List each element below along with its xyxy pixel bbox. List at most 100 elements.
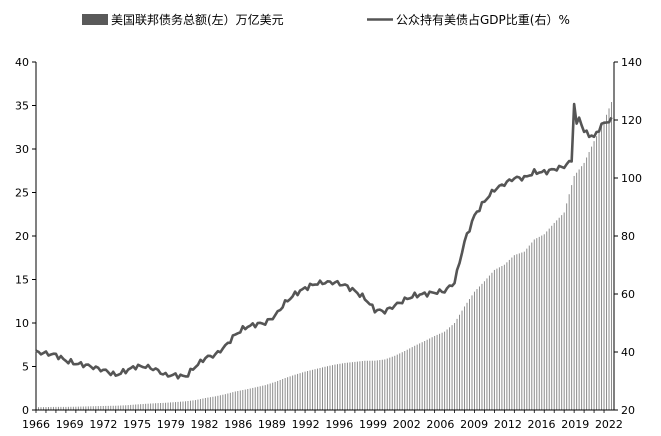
x-tick-label: 1966: [22, 418, 50, 431]
debt-bar: [207, 397, 209, 410]
debt-bar: [561, 215, 563, 410]
debt-bar: [511, 257, 513, 410]
debt-bar: [399, 353, 401, 410]
debt-bar: [317, 368, 319, 410]
y-left-tick-label: 20: [15, 230, 29, 243]
debt-bar: [254, 387, 256, 410]
x-tick-label: 1996: [325, 418, 353, 431]
debt-bar: [189, 400, 191, 410]
debt-bar: [506, 262, 508, 410]
debt-bar: [229, 392, 231, 410]
debt-bar: [137, 404, 139, 410]
debt-bar: [247, 389, 249, 410]
x-tick-label: 2006: [426, 418, 454, 431]
debt-bar: [222, 394, 224, 410]
debt-bar: [336, 364, 338, 410]
debt-bar: [526, 248, 528, 410]
y-left-tick-label: 30: [15, 143, 29, 156]
debt-bar: [513, 255, 515, 410]
debt-bar: [307, 371, 309, 410]
debt-bars: [35, 102, 613, 411]
debt-bar: [130, 404, 132, 410]
debt-bar: [37, 407, 39, 410]
debt-bar: [132, 404, 134, 410]
y-left-tick-label: 40: [15, 56, 29, 69]
debt-bar: [145, 403, 147, 410]
debt-bar: [593, 141, 595, 411]
debt-bar: [491, 272, 493, 410]
debt-bar: [92, 406, 94, 410]
debt-bar: [309, 370, 311, 410]
debt-bar: [50, 406, 52, 410]
debt-bar: [386, 358, 388, 410]
y-left-tick-label: 5: [22, 361, 29, 374]
debt-bar: [204, 397, 206, 410]
x-tick-label: 2016: [528, 418, 556, 431]
debt-bar: [150, 403, 152, 410]
debt-bar: [322, 367, 324, 410]
debt-bar: [426, 339, 428, 410]
debt-bar: [546, 231, 548, 410]
x-tick-label: 1969: [56, 418, 84, 431]
y-right-tick-label: 120: [621, 114, 642, 127]
debt-bar: [573, 175, 575, 410]
debt-bar: [374, 360, 376, 410]
debt-bar: [434, 335, 436, 410]
debt-bar: [299, 373, 301, 410]
x-tick-label: 1989: [258, 418, 286, 431]
debt-bar: [292, 375, 294, 410]
debt-bar: [85, 406, 87, 410]
debt-bar: [486, 278, 488, 410]
y-right-tick-label: 20: [621, 404, 635, 417]
debt-bar: [112, 405, 114, 410]
debt-bar: [454, 323, 456, 410]
debt-bar: [77, 406, 79, 410]
debt-bar: [162, 402, 164, 410]
debt-bar: [110, 405, 112, 410]
debt-bar: [40, 407, 42, 410]
debt-bar: [257, 386, 259, 410]
debt-bar: [324, 366, 326, 410]
debt-bar: [441, 332, 443, 410]
debt-bar: [232, 392, 234, 410]
debt-bar: [586, 157, 588, 410]
debt-bar: [160, 403, 162, 410]
debt-bar: [598, 131, 600, 411]
debt-bar: [227, 393, 229, 410]
debt-bar: [331, 365, 333, 410]
debt-bar: [558, 217, 560, 410]
debt-bar: [217, 395, 219, 410]
debt-bar: [289, 376, 291, 410]
debt-bar: [344, 362, 346, 410]
debt-bar: [182, 401, 184, 410]
debt-bar: [272, 382, 274, 410]
debt-bar: [259, 386, 261, 410]
debt-bar: [543, 234, 545, 410]
debt-bar: [319, 367, 321, 410]
debt-bar: [588, 152, 590, 411]
debt-bar: [583, 162, 585, 410]
debt-bar: [209, 397, 211, 410]
debt-bar: [80, 406, 82, 410]
debt-bar: [401, 352, 403, 410]
x-tick-label: 2022: [595, 418, 623, 431]
debt-bar: [157, 403, 159, 410]
debt-bar: [391, 356, 393, 410]
debt-bar: [329, 365, 331, 410]
debt-bar: [366, 360, 368, 410]
debt-bar: [62, 406, 64, 410]
debt-bar: [326, 366, 328, 410]
debt-bar: [97, 406, 99, 410]
debt-bar: [416, 344, 418, 410]
legend: 美国联邦债务总额(左）万亿美元 公众持有美债占GDP比重(右）%: [82, 12, 570, 27]
debt-bar: [553, 222, 555, 410]
debt-bar: [371, 360, 373, 410]
debt-bar: [65, 406, 67, 410]
debt-bar: [396, 354, 398, 410]
debt-bar: [284, 378, 286, 410]
debt-bar: [277, 380, 279, 410]
debt-bar: [282, 379, 284, 410]
debt-bar: [459, 314, 461, 410]
debt-bar: [421, 342, 423, 410]
